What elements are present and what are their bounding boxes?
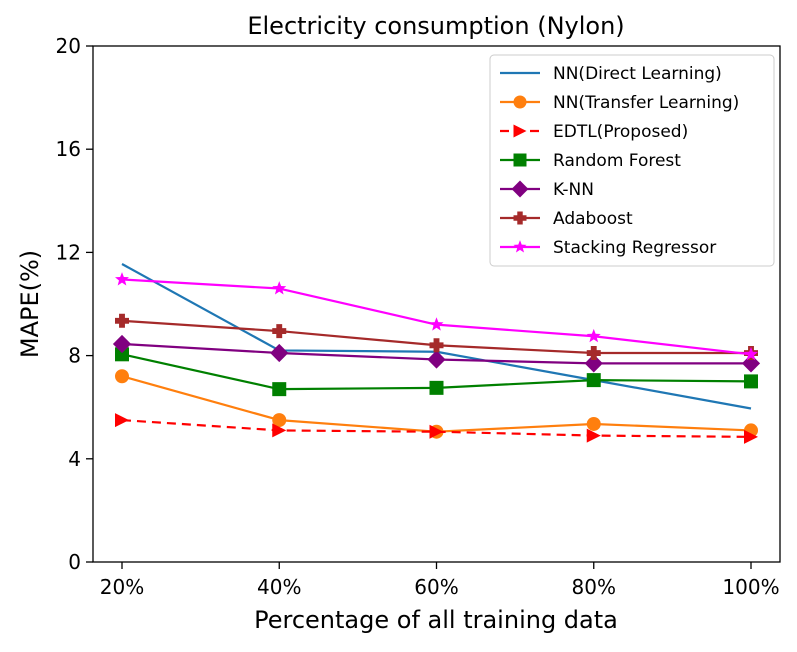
- data-point: [272, 423, 287, 438]
- data-point: [511, 180, 529, 198]
- y-tick-label: 12: [56, 240, 81, 264]
- x-tick-label: 40%: [257, 575, 301, 599]
- data-point: [272, 413, 287, 428]
- legend-label: EDTL(Proposed): [553, 122, 688, 142]
- data-point: [429, 338, 444, 353]
- data-point: [744, 346, 758, 361]
- data-point: [513, 240, 527, 253]
- legend-item: Adaboost: [500, 209, 633, 229]
- data-point: [115, 369, 129, 384]
- data-point: [270, 343, 289, 363]
- data-point: [429, 317, 444, 331]
- legend-label: Random Forest: [553, 151, 681, 171]
- data-point: [586, 428, 601, 443]
- legend-label: K-NN: [553, 180, 594, 200]
- data-point: [744, 429, 758, 444]
- series-edtl-proposed: [115, 413, 758, 444]
- data-point: [744, 374, 758, 389]
- series-stacking-regressor: [115, 272, 758, 361]
- data-point: [115, 347, 129, 362]
- data-point: [741, 354, 761, 373]
- data-point: [429, 380, 444, 395]
- legend-item: Random Forest: [500, 151, 681, 171]
- y-tick-label: 8: [68, 344, 81, 368]
- x-tick-label: 60%: [414, 575, 458, 599]
- data-point: [429, 424, 444, 439]
- y-tick-label: 4: [68, 447, 81, 471]
- legend-label: NN(Transfer Learning): [553, 93, 739, 113]
- data-point: [586, 346, 601, 361]
- data-point: [115, 313, 129, 328]
- data-point: [427, 350, 446, 369]
- legend-item: NN(Transfer Learning): [500, 93, 739, 113]
- data-point: [115, 413, 129, 428]
- legend-label: Adaboost: [553, 209, 633, 229]
- x-tick-label: 20%: [100, 575, 144, 599]
- data-point: [513, 211, 527, 225]
- legend-box: [489, 54, 775, 267]
- legend-item: EDTL(Proposed): [500, 122, 688, 142]
- legend-label: NN(Direct Learning): [553, 64, 722, 84]
- series-line: [121, 419, 752, 438]
- legend-item: K-NN: [500, 180, 594, 200]
- data-point: [115, 272, 129, 286]
- data-point: [272, 324, 287, 339]
- axes: 0 4 8 12 16 20 20% 40% 60% 80% 100%: [56, 34, 781, 599]
- series-group: [112, 263, 761, 444]
- y-tick-label: 0: [68, 550, 81, 574]
- data-point: [586, 328, 601, 343]
- data-point: [112, 334, 132, 354]
- y-tick-label: 20: [56, 34, 81, 58]
- data-point: [586, 416, 601, 431]
- data-point: [513, 95, 527, 109]
- legend-item: Stacking Regressor: [500, 238, 716, 258]
- series-random-forest: [115, 347, 758, 397]
- x-axis-label: Percentage of all training data: [254, 606, 618, 634]
- legend: NN(Direct Learning) NN(Transfer Learning)…: [489, 54, 775, 267]
- data-point: [272, 281, 287, 295]
- series-k-nn: [112, 334, 761, 373]
- x-tick-label: 80%: [572, 575, 616, 599]
- y-axis-label: MAPE(%): [16, 250, 44, 358]
- y-tick-label: 16: [56, 137, 81, 161]
- data-point: [272, 382, 287, 397]
- data-point: [586, 373, 601, 388]
- legend-item: NN(Direct Learning): [500, 64, 722, 84]
- data-point: [513, 124, 527, 138]
- data-point: [513, 153, 527, 167]
- x-tick-label: 100%: [722, 575, 779, 599]
- legend-label: Stacking Regressor: [553, 238, 716, 258]
- chart-title: Electricity consumption (Nylon): [247, 12, 624, 40]
- data-point: [584, 354, 603, 373]
